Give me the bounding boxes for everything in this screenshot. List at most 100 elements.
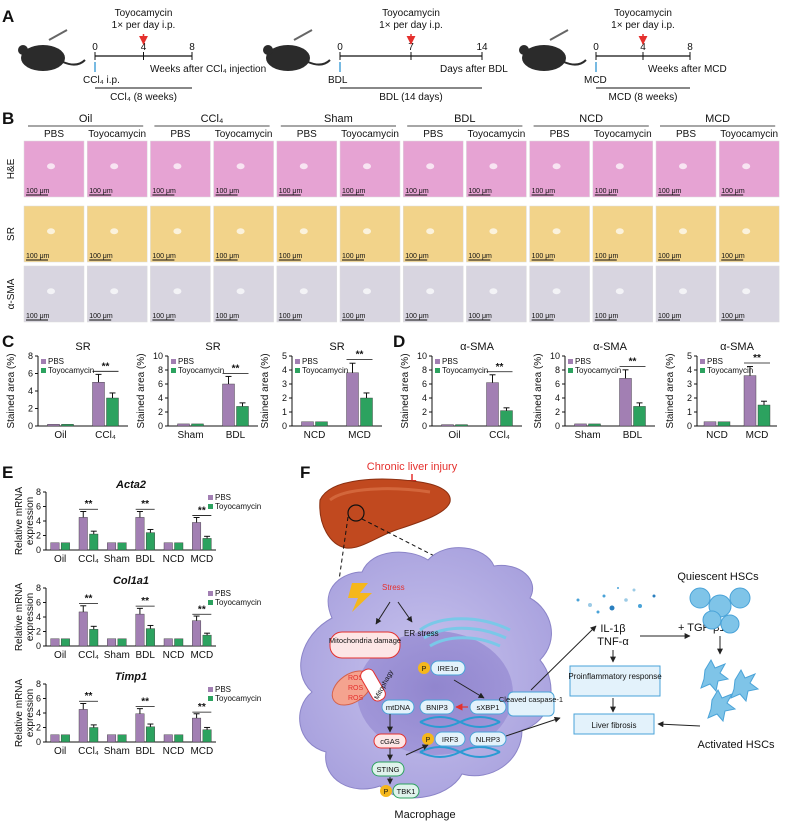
chart-title: α-SMA xyxy=(720,341,755,353)
bar-toyocamycin xyxy=(61,639,70,646)
bar-pbs xyxy=(223,384,235,426)
significance-label: ** xyxy=(85,691,93,702)
y-tick-label: 10 xyxy=(550,351,560,361)
x-tick-label: MCD xyxy=(190,650,213,661)
scalebar-label: 100 μm xyxy=(468,253,492,260)
scalebar-label: 100 μm xyxy=(152,188,176,195)
y-tick-label: 3 xyxy=(687,379,692,389)
chart-title: Col1a1 xyxy=(113,575,149,587)
significance-label: ** xyxy=(85,499,93,510)
scalebar-label: 100 μm xyxy=(532,188,556,195)
panel-label-d: D xyxy=(393,332,405,351)
legend-label: Toyocamycin xyxy=(215,502,261,511)
y-tick-label: 8 xyxy=(36,583,41,593)
tnfa-label: TNF-α xyxy=(597,636,629,648)
y-tick-label: 8 xyxy=(36,679,41,689)
legend-swatch xyxy=(208,687,213,692)
y-tick-label: 1 xyxy=(282,407,287,417)
mouse-ear xyxy=(263,45,273,55)
scalebar-label: 100 μm xyxy=(721,313,745,320)
treatment-label: Toyocamycin xyxy=(467,129,525,140)
x-tick-label: Oil xyxy=(54,554,66,565)
bar-toyocamycin xyxy=(146,533,155,550)
bar-toyocamycin xyxy=(634,406,646,426)
panel-f-diagram: Chronic liver injury Macrophage Stress E… xyxy=(300,461,775,821)
y-axis-label: expression xyxy=(25,689,36,737)
scalebar-label: 100 μm xyxy=(658,253,682,260)
mouse-tail xyxy=(308,60,330,65)
legend-swatch xyxy=(208,504,213,509)
legend-label: Toyocamycin xyxy=(575,366,621,375)
panel-label-c: C xyxy=(2,332,14,351)
chronic-injury-label: Chronic liver injury xyxy=(367,461,458,473)
legend-label: Toyocamycin xyxy=(302,366,348,375)
significance-label: ** xyxy=(356,350,364,361)
panel-label-b: B xyxy=(2,109,14,128)
significance-label: ** xyxy=(102,361,110,372)
timeline-tick-label: 0 xyxy=(337,42,343,53)
group-label: MCD xyxy=(705,113,730,125)
bar-pbs xyxy=(93,382,105,426)
x-tick-label: MCD xyxy=(746,430,769,441)
y-tick-label: 2 xyxy=(687,393,692,403)
y-tick-label: 2 xyxy=(555,407,560,417)
timeline-tick-label: 8 xyxy=(189,42,195,53)
y-tick-label: 0 xyxy=(28,421,33,431)
y-tick-label: 10 xyxy=(153,351,163,361)
legend-label: Toyocamycin xyxy=(442,366,488,375)
scalebar-label: 100 μm xyxy=(89,253,113,260)
er-stress-label: ER stress xyxy=(404,629,439,638)
y-tick-label: 0 xyxy=(36,545,41,555)
y-tick-label: 0 xyxy=(555,421,560,431)
x-tick-label: Oil xyxy=(54,430,66,441)
y-tick-label: 0 xyxy=(158,421,163,431)
vessel-mark xyxy=(489,163,497,169)
activated-hscs-icon xyxy=(701,660,758,721)
legend-swatch xyxy=(41,359,46,364)
scalebar-label: 100 μm xyxy=(405,313,429,320)
timeline-tick-label: 8 xyxy=(687,42,693,53)
y-tick-label: 4 xyxy=(282,365,287,375)
scalebar-label: 100 μm xyxy=(342,313,366,320)
axis-label: Days after BDL xyxy=(440,64,508,75)
row-label: α-SMA xyxy=(6,278,17,309)
chart-title: SR xyxy=(329,341,344,353)
x-tick-label: Oil xyxy=(448,430,460,441)
x-tick-label: MCD xyxy=(190,554,213,565)
bar-pbs xyxy=(442,425,454,426)
scalebar-label: 100 μm xyxy=(342,188,366,195)
group-label: Oil xyxy=(79,113,92,125)
scalebar-label: 100 μm xyxy=(595,188,619,195)
bar-toyocamycin xyxy=(203,635,212,646)
legend-label: PBS xyxy=(215,493,231,502)
x-tick-label: BDL xyxy=(135,746,155,757)
ros-label-3: ROS xyxy=(348,695,364,702)
y-tick-label: 4 xyxy=(36,708,41,718)
y-tick-label: 2 xyxy=(28,404,33,414)
scalebar-label: 100 μm xyxy=(26,313,50,320)
significance-label: ** xyxy=(496,362,504,373)
mouse-ear xyxy=(519,45,529,55)
y-tick-label: 4 xyxy=(36,612,41,622)
axis-label: Weeks after MCD xyxy=(648,64,727,75)
scalebar-label: 100 μm xyxy=(468,313,492,320)
bar-toyocamycin xyxy=(146,727,155,742)
legend-swatch xyxy=(435,368,440,373)
vessel-mark xyxy=(742,288,750,294)
x-tick-label: Sham xyxy=(104,554,130,565)
scalebar-label: 100 μm xyxy=(658,188,682,195)
scalebar-label: 100 μm xyxy=(595,313,619,320)
regimen-label: 1× per day i.p. xyxy=(379,20,443,31)
axis-label: Weeks after CCl₄ injection xyxy=(150,64,266,75)
bar-toyocamycin xyxy=(237,406,249,426)
scalebar-label: 100 μm xyxy=(26,253,50,260)
bar-toyocamycin xyxy=(456,425,468,426)
y-axis-label: Stained area (%) xyxy=(665,353,676,428)
y-tick-label: 2 xyxy=(158,407,163,417)
scalebar-label: 100 μm xyxy=(721,253,745,260)
bar-pbs xyxy=(107,735,116,742)
y-tick-label: 0 xyxy=(36,641,41,651)
vessel-mark xyxy=(489,228,497,234)
scalebar-label: 100 μm xyxy=(279,313,303,320)
